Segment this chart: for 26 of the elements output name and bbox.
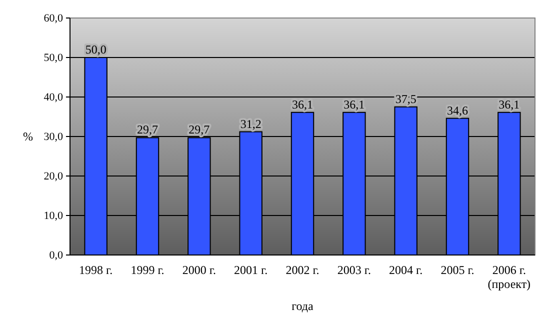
data-label: 31,2 [240, 116, 262, 131]
x-tick-label: 2004 г. [389, 263, 423, 277]
x-tick-label: 1999 г. [130, 263, 164, 277]
y-tick-label: 40,0 [44, 92, 64, 104]
data-label: 29,7 [137, 122, 158, 137]
data-label: 36,1 [498, 97, 520, 112]
x-tick-label: 1998 г. [79, 263, 113, 277]
x-tick-label: 2003 г. [337, 263, 371, 277]
y-tick-label: 60,0 [44, 12, 64, 25]
x-tick-label: 2001 г. [234, 263, 268, 277]
x-tick-label: 2005 г. [440, 263, 474, 277]
y-tick-label: 20,0 [44, 170, 64, 183]
x-tick-label: 2002 г. [286, 263, 320, 277]
y-axis-title: % [23, 130, 33, 144]
data-label: 34,6 [447, 103, 468, 118]
data-label: 36,1 [344, 97, 365, 112]
x-tick-label: 2006 г. (проект) [488, 263, 531, 291]
y-tick-label: 50,0 [44, 52, 64, 64]
data-label: 36,1 [292, 97, 313, 112]
x-axis-title: года [292, 299, 314, 313]
data-label: 50,0 [85, 42, 106, 56]
y-tick-label: 10,0 [44, 210, 64, 222]
data-label: 29,7 [188, 122, 210, 137]
y-tick-label: 0,0 [49, 250, 64, 262]
y-tick-label: 30,0 [44, 131, 64, 144]
x-tick-label: 2000 г. [182, 263, 216, 277]
